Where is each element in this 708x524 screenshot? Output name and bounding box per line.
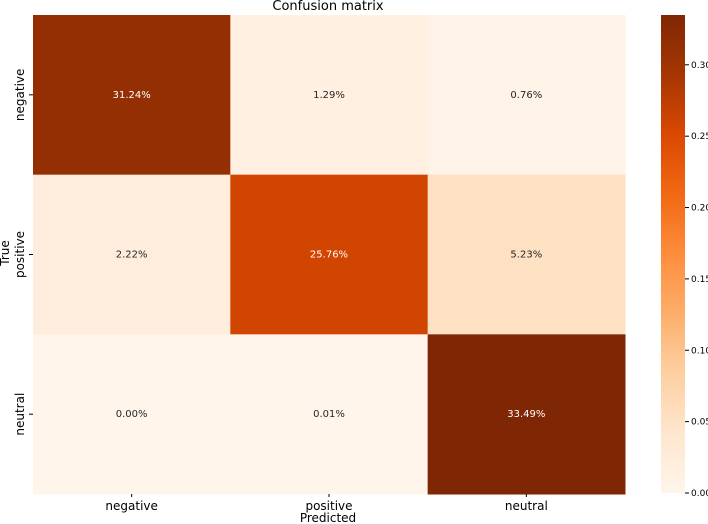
heatmap-cell-label: 0.00% <box>116 409 148 420</box>
heatmap-cell-labels: 31.24% 1.29% 0.76% 2.22% 25.76% 5.23% 0.00% 0.0… <box>113 90 546 420</box>
x-tick-label: neutral <box>505 499 548 513</box>
y-tick-label: positive <box>13 231 27 278</box>
heatmap-cell <box>33 174 231 335</box>
y-axis-ticks: negative positive neutral <box>13 69 33 436</box>
heatmap-cell <box>427 334 626 495</box>
x-axis-ticks: negative positive neutral <box>105 494 548 513</box>
heatmap-cell <box>230 334 429 495</box>
heatmap-cell-label: 33.49% <box>507 409 545 420</box>
colorbar-tick-label: 0.25 <box>691 132 708 142</box>
heatmap-cell <box>427 174 626 335</box>
heatmap-cell <box>427 15 626 176</box>
y-tick-label: neutral <box>13 393 27 436</box>
colorbar <box>661 15 685 493</box>
colorbar-tick-label: 0.15 <box>691 275 708 285</box>
colorbar-ticks: 0.00 0.05 0.10 0.15 0.20 0.25 0.30 <box>685 61 708 499</box>
y-axis-label: True <box>0 240 12 267</box>
y-tick-label: negative <box>13 69 27 121</box>
heatmap-cell-label: 25.76% <box>310 250 348 261</box>
heatmap-cell <box>33 334 231 495</box>
heatmap-cell-label: 31.24% <box>113 90 151 101</box>
heatmap-cell <box>33 15 231 176</box>
heatmap-cell-label: 1.29% <box>313 90 345 101</box>
heatmap-cell <box>230 174 429 335</box>
colorbar-tick-label: 0.10 <box>691 346 708 356</box>
chart-title: Confusion matrix <box>272 0 383 14</box>
heatmap-cell-label: 2.22% <box>116 250 148 261</box>
x-tick-label: positive <box>305 499 352 513</box>
heatmap-cells <box>33 15 626 495</box>
heatmap-cell-label: 0.76% <box>510 90 542 101</box>
heatmap-cell <box>230 15 429 176</box>
colorbar-tick-label: 0.30 <box>691 61 708 71</box>
x-tick-label: negative <box>105 499 157 513</box>
colorbar-tick-label: 0.20 <box>691 204 708 214</box>
colorbar-tick-label: 0.05 <box>691 418 708 428</box>
colorbar-tick-label: 0.00 <box>691 489 708 499</box>
heatmap-cell-label: 0.01% <box>313 409 345 420</box>
heatmap-cell-label: 5.23% <box>510 250 542 261</box>
x-axis-label: Predicted <box>300 511 356 524</box>
